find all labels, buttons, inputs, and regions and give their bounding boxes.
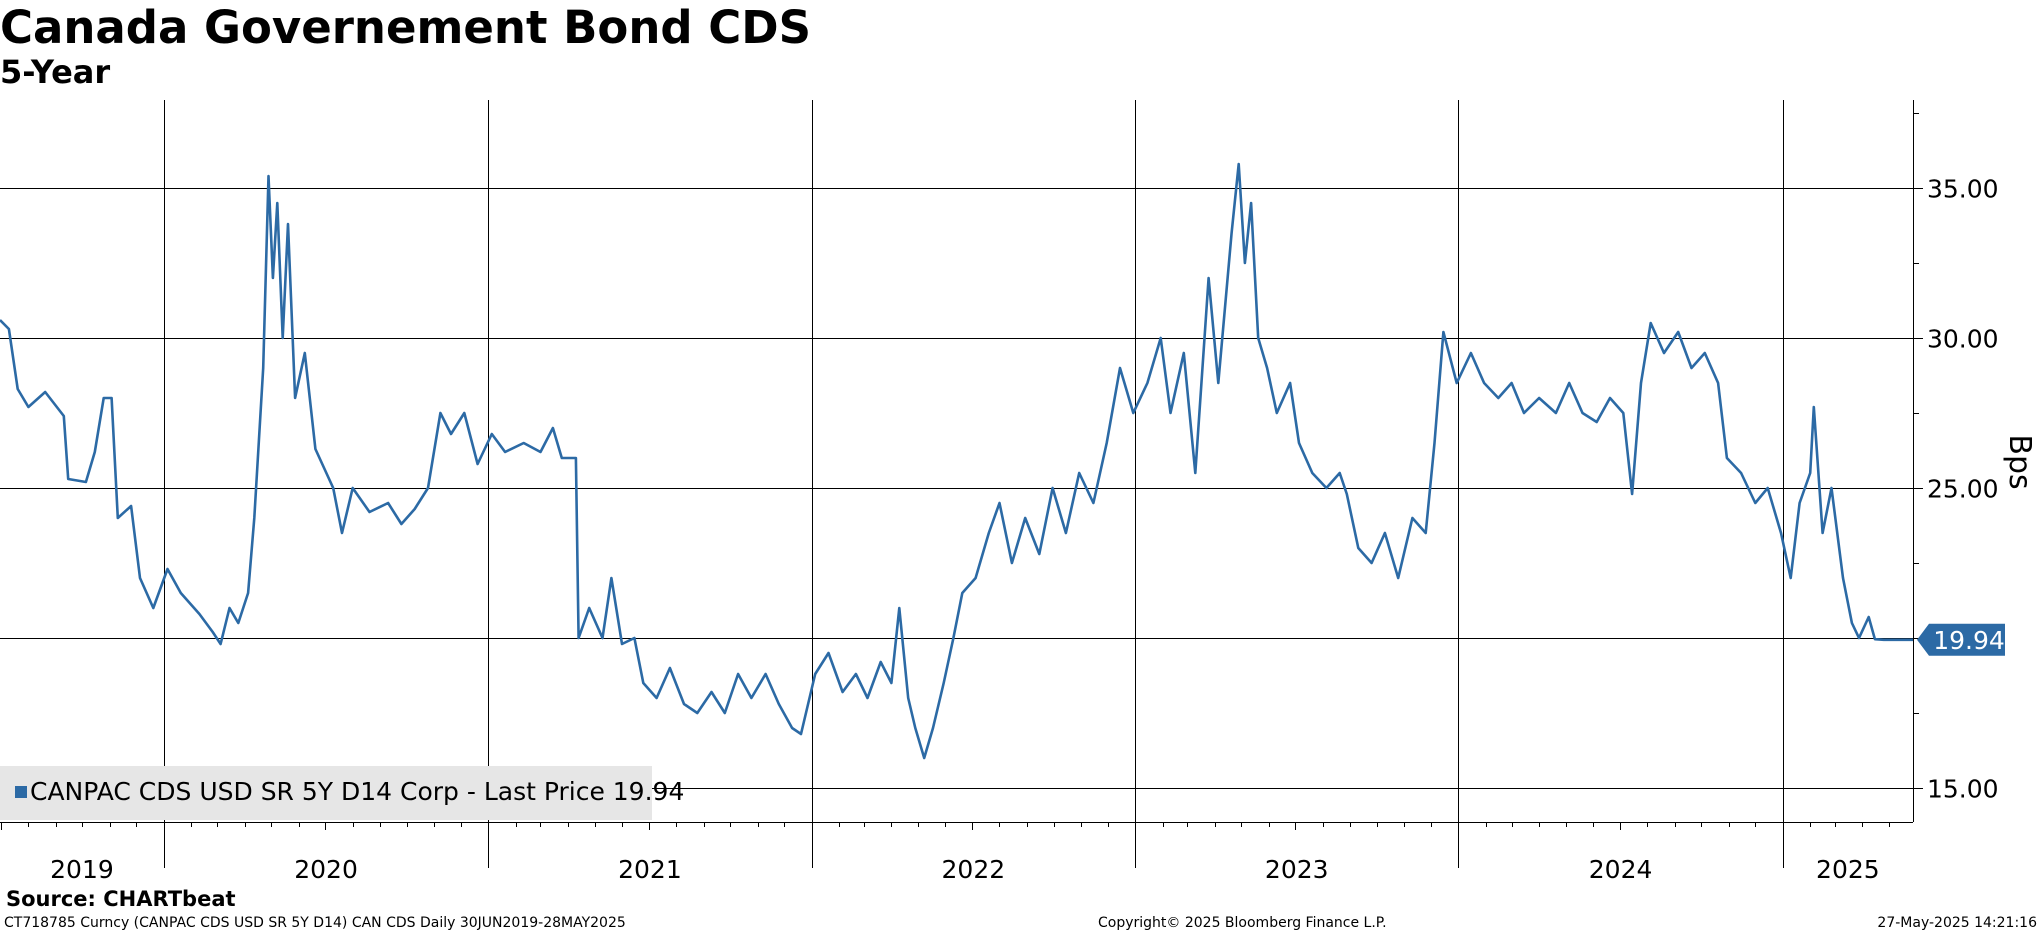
x-tick-label: 2019 <box>50 855 114 884</box>
x-tick-label: 2020 <box>294 855 358 884</box>
y-tick-label: 35.00 <box>1927 175 1999 204</box>
series-line <box>0 162 1913 760</box>
y-axis-label: Bps <box>2002 434 2037 489</box>
y-tick-label: 25.00 <box>1927 475 1999 504</box>
legend-swatch <box>15 786 27 798</box>
source-note: Source: CHARTbeat <box>6 887 236 911</box>
footer-timestamp: 27-May-2025 14:21:16 <box>1877 915 2037 931</box>
legend-label: CANPAC CDS USD SR 5Y D14 Corp - Last Pri… <box>30 777 685 806</box>
footer-security-info: CT718785 Curncy (CANPAC CDS USD SR 5Y D1… <box>4 915 626 931</box>
chart-legend: CANPAC CDS USD SR 5Y D14 Corp - Last Pri… <box>0 766 684 820</box>
chart-title: Canada Governement Bond CDS <box>0 1 812 54</box>
x-tick-label: 2023 <box>1265 855 1329 884</box>
x-tick-label: 2025 <box>1816 855 1880 884</box>
last-value-label: 19.94 <box>1933 626 2005 655</box>
x-tick-label: 2022 <box>942 855 1006 884</box>
footer-copyright: Copyright© 2025 Bloomberg Finance L.P. <box>1098 915 1387 931</box>
chart-subtitle: 5-Year <box>0 53 111 91</box>
y-tick-label: 30.00 <box>1927 325 1999 354</box>
x-tick-label: 2021 <box>618 855 682 884</box>
x-tick-label: 2024 <box>1589 855 1653 884</box>
y-tick-label: 15.00 <box>1927 775 1999 804</box>
last-value-badge <box>1917 623 2005 656</box>
